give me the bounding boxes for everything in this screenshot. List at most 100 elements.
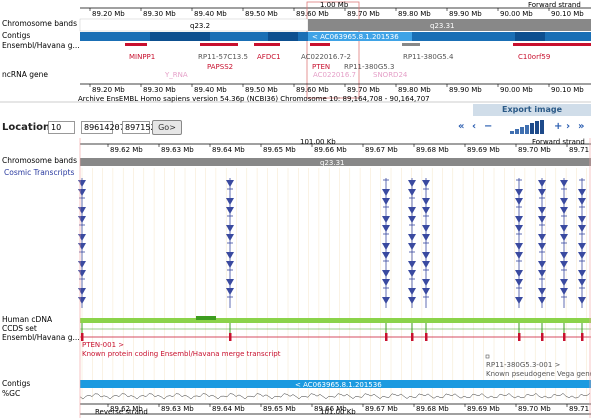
- track-label-ensembl-havana: Ensembl/Havana g...: [2, 41, 80, 50]
- chromosome-input[interactable]: 10: [48, 121, 75, 134]
- gene-pten[interactable]: PTEN: [312, 63, 330, 71]
- pten-label[interactable]: PTEN-001 >: [82, 341, 124, 349]
- scale-label: 1.00 Mb: [320, 1, 349, 9]
- gene-minpp1[interactable]: MINPP1: [129, 53, 155, 61]
- track-label-ensembl-havana-detail: Ensembl/Havana g...: [2, 333, 80, 342]
- start-input[interactable]: 89614207: [81, 121, 125, 134]
- tick-label: 89.20 Mb: [92, 86, 125, 94]
- detail-tick-label: 89.64 Mb: [212, 146, 245, 154]
- gene-ac022016[interactable]: AC022016.7-2: [301, 53, 351, 61]
- detail-contig-label: < AC063965.8.1.201536: [295, 381, 382, 389]
- pseudogene-description: Known pseudogene Vega gene: [486, 370, 591, 378]
- pten-description: Known protein coding Ensembl/Havana merg…: [82, 350, 281, 358]
- detail-tick-label: 89.66 Mb: [314, 146, 347, 154]
- detail-tick-label: 89.67 Mb: [365, 405, 398, 413]
- overview-panel[interactable]: 1.00 Mb Forward strand 89.20 Mb 89.30 Mb 8…: [0, 0, 591, 104]
- strand-label: Forward strand: [528, 1, 581, 9]
- tick-label: 90.10 Mb: [551, 86, 584, 94]
- contig-label: < AC063965.8.1.201536: [312, 33, 399, 41]
- tick-label: 89.40 Mb: [194, 10, 227, 18]
- detail-tick-label: 89.65 Mb: [263, 405, 296, 413]
- tick-label: 89.30 Mb: [143, 86, 176, 94]
- detail-tick-label: 89.68 Mb: [416, 146, 449, 154]
- location-bar: Location: 10 89614207 - 89715205 Go> « ‹…: [0, 119, 591, 137]
- go-button[interactable]: Go>: [152, 120, 182, 135]
- reverse-strand-label: Reverse strand: [95, 408, 148, 416]
- detail-track-label-bands: Chromosome bands: [2, 156, 77, 165]
- tick-label: 89.50 Mb: [245, 86, 278, 94]
- tick-label: 90.00 Mb: [500, 86, 533, 94]
- detail-tick-label: 89.63 Mb: [161, 146, 194, 154]
- end-input[interactable]: 89715205: [122, 121, 166, 134]
- scroll-left-far-icon[interactable]: «: [458, 121, 465, 132]
- tick-label: 89.80 Mb: [398, 86, 431, 94]
- track-label-ncrna: ncRNA gene: [2, 70, 48, 79]
- selection-box[interactable]: [306, 1, 360, 99]
- gene-glyphs[interactable]: [125, 43, 591, 46]
- ncrna-y-rna[interactable]: Y_RNA: [164, 71, 188, 79]
- detail-tick-label: 89.68 Mb: [416, 405, 449, 413]
- tick-label: 89.60 Mb: [296, 86, 329, 94]
- detail-scale-label-bottom: 101.00 Kb: [320, 408, 356, 416]
- tick-label: 89.70 Mb: [347, 10, 380, 18]
- detail-tick-label: 89.70 Mb: [518, 405, 551, 413]
- gene-afdc1[interactable]: AFDC1: [257, 53, 281, 61]
- band-label-right: q23.31: [430, 22, 454, 30]
- pseudogene-label[interactable]: RP11-380G5.3-001 >: [486, 361, 561, 369]
- gc-plot: [79, 393, 591, 400]
- gene-c10orf59[interactable]: C10orf59: [518, 53, 550, 61]
- detail-scale-label: 101.00 Kb: [300, 138, 336, 146]
- gene-rp11-57c13[interactable]: RP11-57C13.5: [198, 53, 248, 61]
- track-label-ccds: CCDS set: [2, 324, 37, 333]
- detail-tick-label: 89.62 Mb: [110, 405, 143, 413]
- detail-band-bar[interactable]: [80, 158, 591, 166]
- gene-rp11-380g5-3[interactable]: RP11-380G5.3: [344, 63, 394, 71]
- ncrna-snord24[interactable]: SNORD24: [373, 71, 408, 79]
- detail-tick-label: 89.64 Mb: [212, 405, 245, 413]
- range-dash: -: [115, 122, 119, 132]
- export-image-button[interactable]: Export image: [473, 104, 591, 116]
- scroll-left-icon[interactable]: ‹: [472, 121, 477, 132]
- detail-tick-label: 89.63 Mb: [161, 405, 194, 413]
- gene-rp11-380g5-4[interactable]: RP11-380G5.4: [403, 53, 454, 61]
- tick-label: 89.40 Mb: [194, 86, 227, 94]
- cosmic-transcripts[interactable]: [78, 178, 586, 308]
- tick-label: 90.00 Mb: [500, 10, 533, 18]
- detail-panel[interactable]: 101.00 Kb Forward strand 89.62 Mb 89.63 M…: [0, 138, 591, 418]
- archive-status: Archive EnsEMBL Homo sapiens version 54.…: [78, 95, 430, 103]
- human-cdna-bar[interactable]: [80, 318, 591, 323]
- zoom-slider[interactable]: [510, 120, 550, 135]
- tick-label: 89.60 Mb: [296, 10, 329, 18]
- scroll-right-far-icon[interactable]: »: [578, 121, 585, 132]
- band-q23-31[interactable]: [308, 19, 591, 31]
- detail-tick-label: 89.69 Mb: [467, 405, 500, 413]
- track-label-gc: %GC: [2, 389, 20, 398]
- track-label-human-cdna: Human cDNA: [2, 315, 53, 324]
- tick-label: 89.30 Mb: [143, 10, 176, 18]
- track-label-cosmic: Cosmic Transcripts: [4, 168, 74, 177]
- tick-label: 89.80 Mb: [398, 10, 431, 18]
- detail-tick-label: 89.71 Mb: [569, 146, 591, 154]
- scroll-right-icon[interactable]: ›: [566, 121, 571, 132]
- ncrna-ac022016[interactable]: AC022016.7: [313, 71, 356, 79]
- detail-band-label: q23.31: [320, 159, 344, 167]
- detail-tick-label: 89.62 Mb: [110, 146, 143, 154]
- detail-tick-label: 89.67 Mb: [365, 146, 398, 154]
- detail-tick-label: 89.70 Mb: [518, 146, 551, 154]
- detail-track-label-contigs: Contigs: [2, 379, 30, 388]
- zoom-in-icon[interactable]: +: [554, 121, 563, 132]
- detail-tick-label: 89.71 Mb: [569, 405, 591, 413]
- detail-contig-bar[interactable]: [80, 380, 591, 388]
- track-label-contigs: Contigs: [2, 31, 30, 40]
- gene-papss2[interactable]: PAPSS2: [207, 63, 233, 71]
- tick-label: 90.10 Mb: [551, 10, 584, 18]
- location-title: Location:: [2, 122, 55, 133]
- track-label-chromosome-bands: Chromosome bands: [2, 19, 77, 28]
- zoom-out-icon[interactable]: −: [484, 121, 493, 132]
- tick-label: 89.50 Mb: [245, 10, 278, 18]
- tick-label: 89.90 Mb: [449, 10, 482, 18]
- detail-strand-label: Forward strand: [532, 138, 585, 146]
- band-label-left: q23.2: [190, 22, 210, 30]
- tick-label: 89.20 Mb: [92, 10, 125, 18]
